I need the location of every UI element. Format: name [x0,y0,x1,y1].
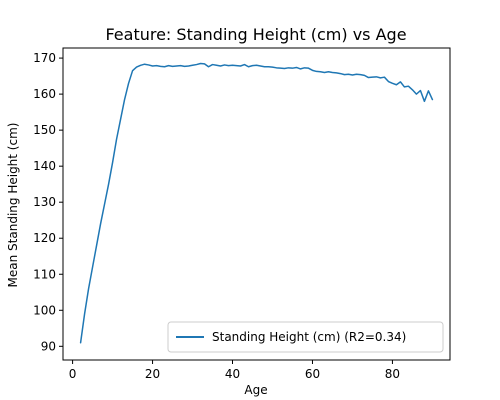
y-tick-label: 120 [33,231,56,245]
x-axis: 0 20 40 60 80 [69,360,400,381]
y-tick-label: 90 [41,339,56,353]
y-axis: 90 100 110 120 130 140 150 160 170 [33,51,63,353]
legend-label: Standing Height (cm) (R2=0.34) [212,330,406,344]
y-tick-label: 110 [33,267,56,281]
chart-title: Feature: Standing Height (cm) vs Age [105,25,406,44]
y-axis-label: Mean Standing Height (cm) [6,123,20,288]
x-tick-label: 60 [305,367,320,381]
y-tick-label: 140 [33,159,56,173]
plot-frame [62,47,451,361]
y-tick-label: 100 [33,303,56,317]
y-tick-label: 130 [33,195,56,209]
x-tick-label: 0 [69,367,77,381]
plot-series [79,62,434,344]
legend-box [167,321,444,353]
y-tick-label: 150 [33,123,56,137]
x-tick-label: 40 [225,367,240,381]
x-axis-label: Age [244,383,267,397]
legend: Standing Height (cm) (R2=0.34) [167,321,444,353]
y-tick-label: 170 [33,51,56,65]
y-tick-label: 160 [33,87,56,101]
x-tick-label: 80 [385,367,400,381]
x-tick-label: 20 [145,367,160,381]
series-line [79,62,434,344]
